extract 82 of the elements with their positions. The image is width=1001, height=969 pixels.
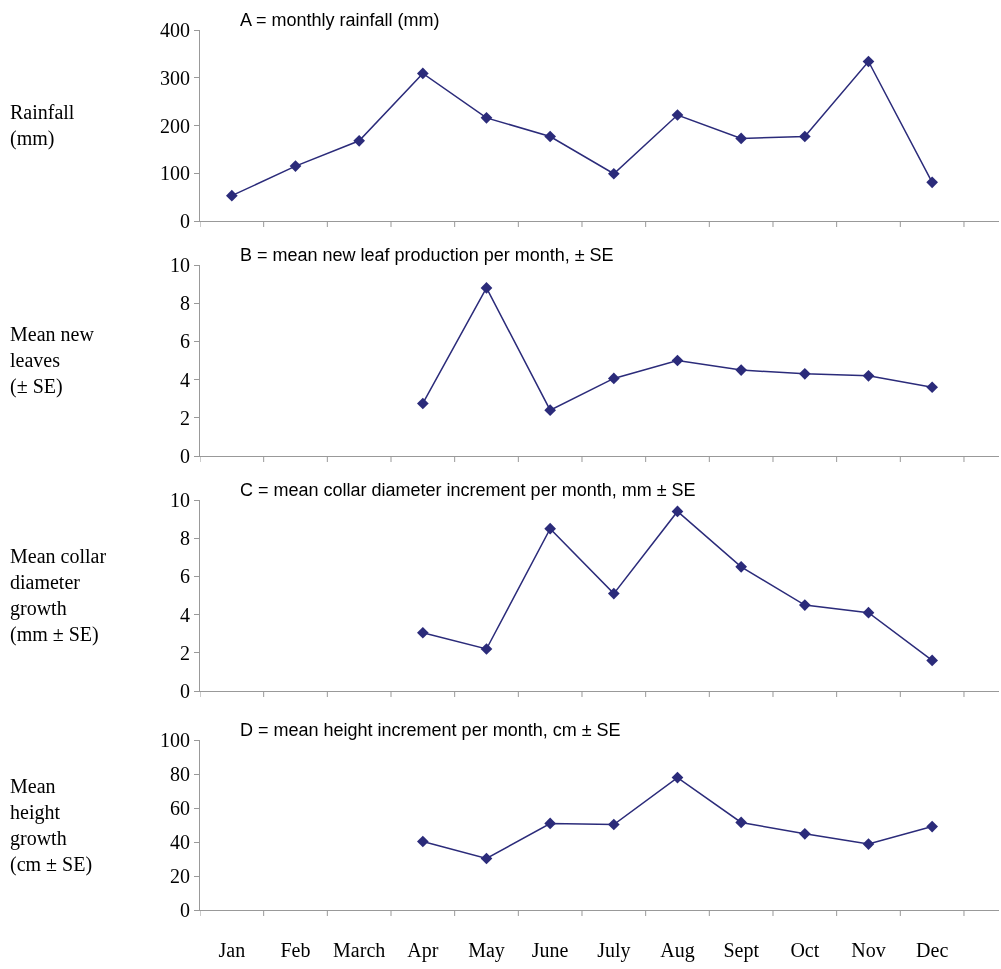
y-tick-label: 60: [170, 797, 190, 819]
chart-title: D = mean height increment per month, cm ± SE: [240, 720, 621, 741]
y-tick-label: 2: [180, 641, 190, 664]
point: [671, 771, 684, 784]
y-axis-title: Mean collar diameter growth (mm ± SE): [10, 545, 107, 646]
point: [671, 109, 684, 121]
y-tick-label: 40: [170, 831, 190, 853]
y-tick-label: 0: [180, 899, 190, 921]
x-tick-label: Dec: [916, 939, 949, 961]
point: [735, 364, 748, 376]
point: [544, 404, 557, 417]
point: [544, 130, 557, 143]
y-tick-label: 10: [170, 489, 190, 511]
y-tick-label: 20: [170, 865, 190, 887]
point: [544, 817, 557, 830]
x-tick-label: March: [333, 939, 386, 961]
y-tick-label: 300: [160, 66, 190, 89]
y-tick-label: 2: [180, 406, 190, 429]
point: [480, 282, 493, 294]
y-axis-title: Mean new leaves (± SE): [10, 323, 95, 398]
point: [862, 55, 875, 68]
y-tick-label: 100: [160, 162, 190, 185]
point: [926, 654, 938, 667]
x-tick-label: Feb: [280, 939, 311, 961]
point: [480, 112, 493, 124]
point: [862, 606, 875, 619]
point: [798, 368, 811, 380]
point: [416, 626, 429, 639]
point: [735, 816, 748, 829]
y-tick-label: 400: [160, 19, 190, 41]
point: [735, 132, 748, 145]
point: [671, 354, 684, 367]
point: [607, 818, 620, 831]
y-tick-label: 8: [180, 292, 190, 315]
point: [926, 381, 938, 394]
y-tick-label: 80: [170, 763, 190, 785]
chart-title: C = mean collar diameter increment per month, mm ± SE: [240, 480, 696, 501]
point: [926, 176, 938, 189]
x-tick-label: July: [597, 939, 631, 962]
y-tick-label: 0: [180, 680, 190, 702]
point: [735, 561, 748, 573]
point: [416, 835, 429, 848]
point: [607, 587, 620, 600]
point: [607, 372, 620, 385]
y-tick-label: 6: [180, 330, 190, 353]
point: [353, 134, 366, 147]
point: [926, 820, 938, 833]
x-tick-label: Oct: [790, 939, 820, 961]
point: [798, 599, 811, 611]
point: [544, 522, 557, 535]
point: [225, 189, 238, 202]
y-tick-label: 4: [180, 603, 190, 626]
x-tick-label: Aug: [660, 939, 695, 962]
x-tick-label: Sept: [723, 939, 760, 962]
point: [607, 167, 620, 180]
y-tick-label: 4: [180, 368, 190, 391]
y-tick-label: 0: [180, 210, 190, 232]
y-tick-label: 10: [170, 254, 190, 276]
y-tick-label: 6: [180, 565, 190, 588]
x-tick-label: Jan: [218, 939, 246, 961]
point: [671, 505, 684, 518]
chart-title: A = monthly rainfall (mm): [240, 10, 440, 31]
point: [862, 838, 875, 850]
x-tick-label: Nov: [851, 939, 886, 961]
point: [862, 369, 875, 382]
point: [289, 160, 302, 172]
y-axis-title: Mean height growth (cm ± SE): [10, 775, 93, 876]
point: [798, 130, 811, 143]
y-tick-label: 200: [160, 114, 190, 137]
point: [416, 67, 429, 80]
x-tick-label: June: [531, 939, 569, 961]
y-tick-label: 8: [180, 527, 190, 550]
point: [798, 827, 811, 840]
x-tick-label: May: [468, 939, 505, 962]
point: [480, 643, 493, 655]
chart-title: B = mean new leaf production per month, ± SE: [240, 245, 614, 266]
y-tick-label: 100: [160, 729, 190, 751]
point: [416, 397, 429, 410]
point: [480, 852, 493, 865]
x-tick-label: Apr: [407, 939, 439, 962]
y-tick-label: 0: [180, 445, 190, 467]
y-axis-title: Rainfall (mm): [10, 101, 75, 150]
